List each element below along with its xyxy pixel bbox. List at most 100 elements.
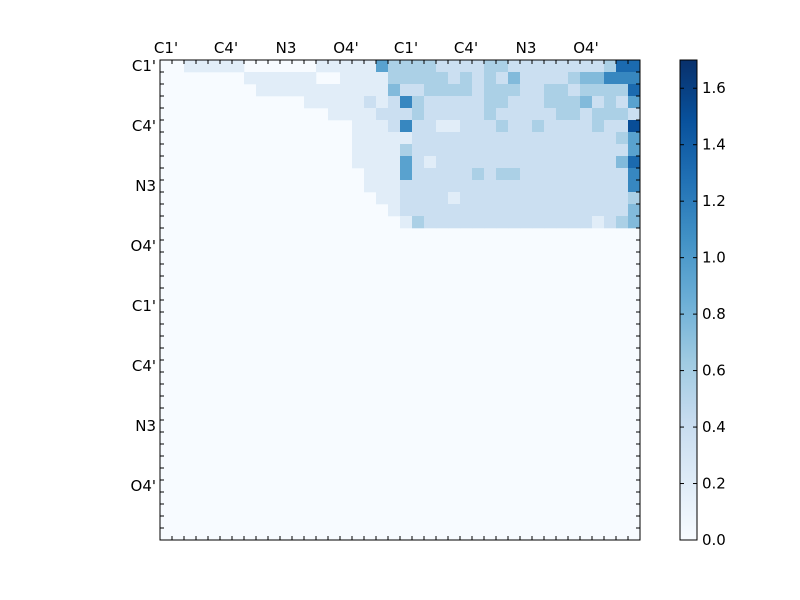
heatmap-cell xyxy=(508,156,521,169)
heatmap-cell xyxy=(448,108,461,121)
heatmap-cell xyxy=(508,60,521,73)
heatmap-cell xyxy=(556,120,569,133)
colorbar-tick-label: 0.6 xyxy=(702,362,726,380)
heatmap-cell xyxy=(196,60,209,73)
heatmap-cell xyxy=(532,72,545,85)
y-tick-label: C4' xyxy=(132,117,156,135)
y-axis-ticks xyxy=(160,59,640,541)
heatmap-cell xyxy=(628,168,641,181)
heatmap-cell xyxy=(316,60,329,73)
heatmap-cell xyxy=(484,120,497,133)
heatmap-cell xyxy=(544,108,557,121)
heatmap-cell xyxy=(208,60,221,73)
heatmap-cell xyxy=(220,60,233,73)
heatmap-cell xyxy=(568,156,581,169)
heatmap-cell xyxy=(496,144,509,157)
heatmap-cell xyxy=(400,144,413,157)
heatmap-cell xyxy=(436,204,449,217)
heatmap-cell xyxy=(556,156,569,169)
heatmap-cell xyxy=(376,108,389,121)
heatmap-cell xyxy=(436,192,449,205)
colorbar-tick-label: 1.4 xyxy=(702,136,726,154)
heatmap-cell xyxy=(352,72,365,85)
heatmap-cell xyxy=(472,84,485,97)
heatmap-cell xyxy=(616,216,629,229)
heatmap-cell xyxy=(436,72,449,85)
heatmap-cell xyxy=(520,132,533,145)
heatmap-cell xyxy=(628,120,641,133)
heatmap-cell xyxy=(364,108,377,121)
heatmap-cell xyxy=(580,156,593,169)
heatmap-cell xyxy=(484,216,497,229)
heatmap-cell xyxy=(532,204,545,217)
y-tick-label: C4' xyxy=(132,357,156,375)
heatmap-cell xyxy=(340,108,353,121)
heatmap-cell xyxy=(568,60,581,73)
heatmap-cell xyxy=(484,84,497,97)
heatmap-cell xyxy=(496,72,509,85)
heatmap-cell xyxy=(388,120,401,133)
heatmap-cell xyxy=(460,180,473,193)
heatmap-cell xyxy=(412,144,425,157)
heatmap-cell xyxy=(520,180,533,193)
heatmap-cell xyxy=(376,144,389,157)
y-tick-label: O4' xyxy=(131,237,156,255)
y-tick-label: C1' xyxy=(132,297,156,315)
heatmap-cell xyxy=(544,180,557,193)
heatmap-cell xyxy=(412,96,425,109)
heatmap-cell xyxy=(604,120,617,133)
heatmap-cell xyxy=(532,192,545,205)
y-tick-label: O4' xyxy=(131,477,156,495)
heatmap-cell xyxy=(328,84,341,97)
heatmap-cell xyxy=(472,168,485,181)
y-tick-label: N3 xyxy=(135,417,156,435)
heatmap-cell xyxy=(592,144,605,157)
heatmap-cell xyxy=(292,72,305,85)
heatmap-cell xyxy=(388,204,401,217)
heatmap-cell xyxy=(616,180,629,193)
heatmap-cell xyxy=(568,96,581,109)
heatmap-cell xyxy=(352,144,365,157)
heatmap-cell xyxy=(496,84,509,97)
heatmap-cell xyxy=(436,96,449,109)
heatmap-cell xyxy=(508,132,521,145)
heatmap-cell xyxy=(412,204,425,217)
colorbar-tick-label: 0.4 xyxy=(702,418,726,436)
heatmap-cell xyxy=(580,84,593,97)
heatmap-cell xyxy=(436,168,449,181)
x-tick-label: C4' xyxy=(214,39,238,57)
heatmap-cell xyxy=(388,144,401,157)
heatmap-cell xyxy=(448,192,461,205)
heatmap-cell xyxy=(568,204,581,217)
heatmap-cell xyxy=(484,192,497,205)
heatmap-cell xyxy=(496,192,509,205)
colorbar-tick-label: 0.2 xyxy=(702,475,726,493)
heatmap-cell xyxy=(544,96,557,109)
x-tick-label: O4' xyxy=(333,39,358,57)
heatmap-cell xyxy=(532,120,545,133)
heatmap-cell xyxy=(496,120,509,133)
heatmap-cell xyxy=(580,60,593,73)
heatmap-cell xyxy=(556,72,569,85)
colorbar-ticks: 0.0 0.2 0.4 0.6 0.8 1.0 1.2 1.4 1.6 xyxy=(680,79,726,549)
heatmap-cell xyxy=(472,120,485,133)
x-tick-label: O4' xyxy=(573,39,598,57)
heatmap-cell xyxy=(460,192,473,205)
heatmap-cell xyxy=(484,168,497,181)
heatmap-cell xyxy=(568,84,581,97)
heatmap-cell xyxy=(568,180,581,193)
heatmap-cell xyxy=(412,180,425,193)
heatmap-cell xyxy=(340,60,353,73)
heatmap-cell xyxy=(304,84,317,97)
heatmap-cell xyxy=(448,120,461,133)
heatmap-cell xyxy=(412,108,425,121)
heatmap-cell xyxy=(460,84,473,97)
x-axis-tick-labels: C1' C4' N3 O4' C1' C4' N3 O4' xyxy=(154,39,599,57)
heatmap-cell xyxy=(424,156,437,169)
x-tick-label: C1' xyxy=(394,39,418,57)
heatmap-cell xyxy=(364,120,377,133)
heatmap-cell xyxy=(592,120,605,133)
heatmap-cell xyxy=(400,72,413,85)
heatmap-cell xyxy=(508,108,521,121)
heatmap-cell xyxy=(496,132,509,145)
